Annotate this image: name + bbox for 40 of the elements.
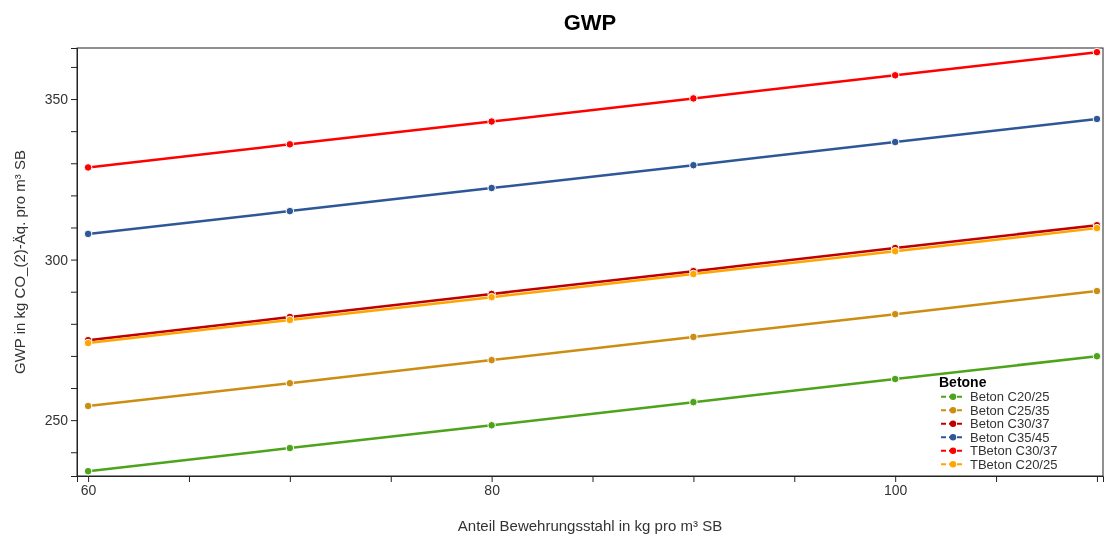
legend-label: Beton C30/37 (970, 416, 1050, 432)
point (487, 117, 496, 126)
point (487, 183, 496, 193)
legend-label: Beton C35/45 (970, 429, 1050, 445)
legend-label: TBeton C30/37 (970, 443, 1058, 459)
point (890, 71, 900, 80)
point (1092, 351, 1102, 361)
legend-label: TBeton C20/25 (970, 456, 1058, 472)
x-tick-label: 80 (484, 481, 501, 498)
point (487, 420, 496, 430)
legend-label: Beton C20/25 (970, 389, 1050, 405)
y-tick-label: 250 (44, 412, 69, 429)
point (689, 397, 698, 407)
point (1092, 286, 1102, 296)
x-axis-title: Anteil Bewehrungsstahl in kg pro m³ SB (457, 517, 723, 534)
point (83, 466, 93, 476)
point (689, 160, 698, 170)
point (83, 401, 93, 411)
point (689, 94, 698, 103)
point (83, 163, 93, 172)
point (1092, 114, 1102, 124)
y-tick-label: 350 (44, 91, 69, 108)
point (83, 229, 93, 239)
chart-title: GWP (563, 10, 617, 35)
x-tick-label: 100 (884, 481, 908, 498)
point (285, 140, 295, 149)
point (285, 206, 295, 216)
point (285, 378, 295, 388)
point (285, 443, 295, 453)
y-axis-title: GWP in kg CO_(2)-Äq. pro m³ SB (11, 150, 28, 374)
point (890, 137, 900, 147)
legend-label: Beton C25/35 (970, 402, 1050, 418)
y-tick-label: 300 (44, 251, 69, 268)
point (890, 309, 900, 319)
point (890, 374, 900, 384)
x-tick-label: 60 (80, 481, 97, 498)
point (487, 355, 496, 365)
point (1092, 47, 1102, 57)
point (689, 332, 698, 342)
legend-title: Betone (939, 374, 987, 390)
